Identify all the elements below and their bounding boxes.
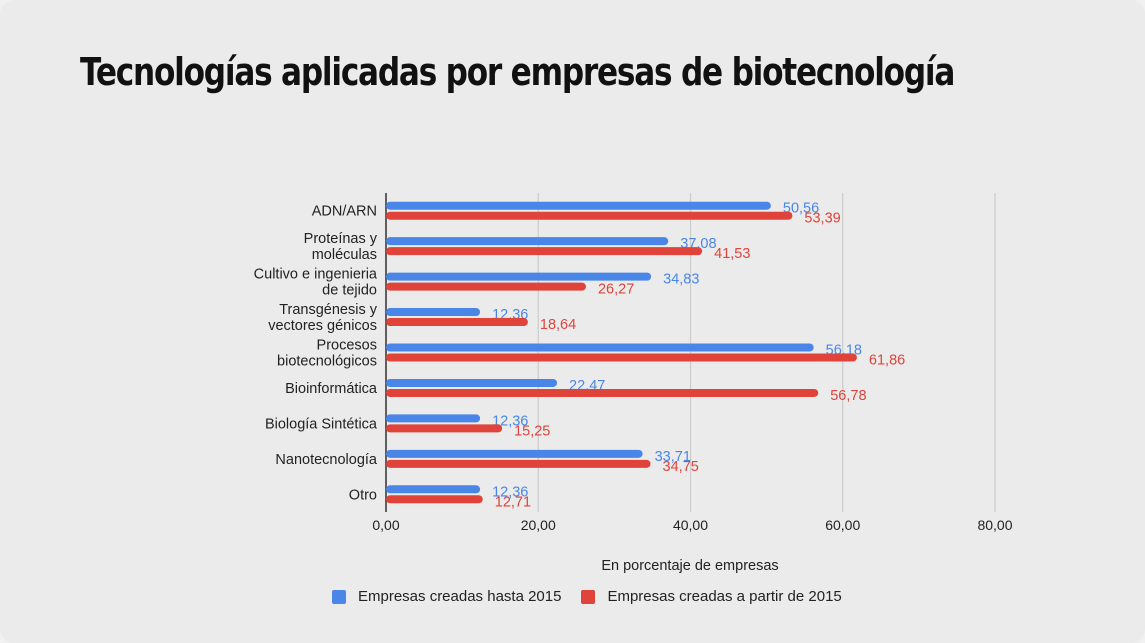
x-tick-label-1: 20,00	[521, 517, 556, 533]
data-label-s2-0: 53,39	[804, 211, 840, 227]
bar-s2-3	[386, 318, 528, 327]
bar-s2-4	[386, 353, 857, 362]
data-label-s2-1: 41,53	[714, 246, 750, 262]
chart-legend: Empresas creadas hasta 2015 Empresas cre…	[332, 588, 862, 605]
category-label-3: Transgénesis y vectores génicos	[268, 302, 378, 334]
bar-s2-0	[386, 211, 793, 220]
x-tick-label-0: 0,00	[372, 517, 399, 533]
bar-s1-7	[386, 449, 643, 458]
category-label-0: ADN/ARN	[312, 204, 377, 220]
bar-s2-1	[386, 247, 703, 256]
data-label-s2-2: 26,27	[598, 282, 634, 298]
data-label-s1-7: 33,71	[655, 449, 691, 465]
data-label-s2-3: 18,64	[540, 317, 576, 333]
category-label-4: Procesos biotecnológicos	[277, 338, 377, 370]
bar-s1-2	[386, 272, 652, 281]
data-label-s1-0: 50,56	[783, 201, 819, 217]
legend-swatch-series-2	[581, 589, 596, 604]
category-label-8: Otro	[349, 487, 377, 503]
data-label-s2-4: 61,86	[869, 353, 905, 369]
bar-s1-8	[386, 485, 481, 494]
bar-s2-7	[386, 459, 651, 468]
category-label-1: Proteínas y moléculas	[304, 231, 378, 263]
data-label-s1-6: 12,36	[492, 413, 528, 429]
category-label-6: Biología Sintética	[265, 416, 378, 432]
bar-s1-3	[386, 308, 481, 317]
legend-swatch-series-1	[332, 589, 346, 604]
x-axis-title: En porcentaje de empresas	[601, 558, 778, 574]
x-tick-label-4: 80,00	[977, 517, 1012, 533]
bar-s1-0	[386, 201, 771, 210]
legend-label-series-1: Empresas creadas hasta 2015	[358, 588, 562, 605]
data-label-s2-6: 15,25	[514, 423, 550, 439]
bar-s2-5	[386, 388, 819, 397]
legend-item-series-2: Empresas creadas a partir de 2015	[581, 588, 842, 605]
category-label-7: Nanotecnología	[275, 452, 378, 468]
bar-s1-6	[386, 414, 481, 423]
data-label-s2-5: 56,78	[830, 388, 866, 404]
data-label-s1-2: 34,83	[663, 272, 699, 288]
bar-s1-5	[386, 378, 558, 387]
bar-s2-2	[386, 282, 586, 291]
chart-title: Tecnologías aplicadas por empresas de bi…	[80, 50, 955, 94]
category-label-5: Bioinformática	[285, 381, 378, 397]
data-label-s2-8: 12,71	[495, 494, 531, 510]
legend-label-series-2: Empresas creadas a partir de 2015	[607, 588, 842, 605]
x-tick-label-2: 40,00	[673, 517, 708, 533]
bar-s1-4	[386, 343, 814, 352]
bar-s2-6	[386, 424, 503, 433]
bar-s1-1	[386, 237, 669, 246]
data-label-s1-8: 12,36	[492, 484, 528, 500]
bar-s2-8	[386, 495, 483, 504]
x-tick-label-3: 60,00	[825, 517, 860, 533]
data-label-s2-7: 34,75	[663, 459, 699, 475]
legend-item-series-1: Empresas creadas hasta 2015	[332, 588, 561, 605]
category-label-2: Cultivo e ingenieria de tejido	[254, 267, 378, 299]
